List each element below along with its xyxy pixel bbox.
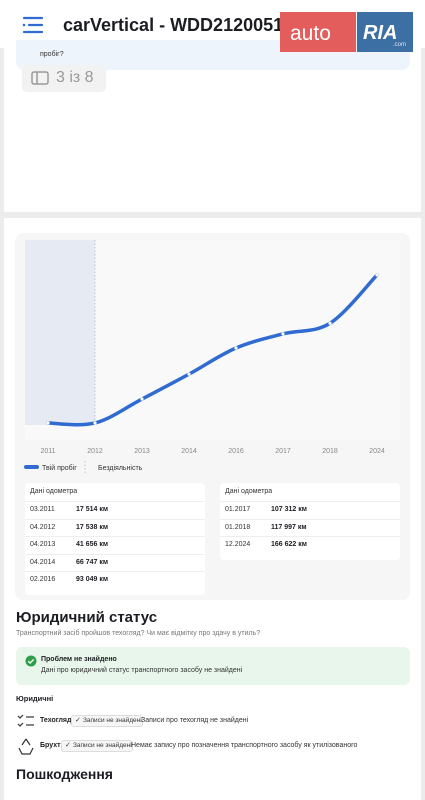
status-icon xyxy=(25,655,37,667)
odometer-value: 107 312 км xyxy=(271,506,307,513)
row-divider xyxy=(220,501,400,502)
menu-icon[interactable] xyxy=(22,16,44,34)
odometer-value: 93 049 км xyxy=(76,576,109,583)
odometer-date: 04.2012 xyxy=(30,523,56,531)
scrap-icon xyxy=(18,738,34,755)
row-divider xyxy=(25,571,205,572)
data-point xyxy=(375,273,379,277)
odometer-date: 02.2016 xyxy=(30,576,56,583)
status-text: Дані про юридичний статус транспортного … xyxy=(41,667,243,674)
inspection-icon xyxy=(17,714,34,727)
x-tick-label: 2012 xyxy=(87,448,103,455)
data-point xyxy=(187,372,191,376)
item-text: Немає запису про позначення транспортног… xyxy=(131,742,358,749)
mileage-chart: 2011 2012 2013 2014 2016 2017 2018 2024 Твій про… xyxy=(24,240,400,474)
logo-auto[interactable]: auto xyxy=(280,12,356,52)
damage-title: Пошкодження xyxy=(16,766,113,782)
odometer-value: 66 747 км xyxy=(76,558,109,566)
row-divider xyxy=(220,536,400,537)
odometer-value: 166 622 км xyxy=(271,541,307,548)
counter-icon xyxy=(31,71,49,85)
odometer-title: Дані одометра xyxy=(225,488,273,495)
x-tick-label: 2011 xyxy=(40,448,55,455)
row-divider xyxy=(25,536,205,537)
x-tick-label: 2014 xyxy=(181,448,197,455)
odometer-value: 41 656 км xyxy=(76,541,109,548)
item-badge: Записи не знайдені xyxy=(61,740,133,752)
legal-title: Юридичний статус xyxy=(16,609,158,626)
row-divider xyxy=(25,501,205,502)
legend-label: Твій пробіг xyxy=(42,464,77,472)
notice-text: пробіг? xyxy=(40,51,64,58)
inactivity-area xyxy=(25,240,95,425)
item-badge: Записи не знайдені xyxy=(71,715,143,727)
x-tick-label: 2016 xyxy=(228,448,244,455)
legend-label: Бездіяльність xyxy=(98,464,143,472)
row-divider xyxy=(25,553,205,555)
odometer-value: 17 538 км xyxy=(76,523,109,531)
x-tick-label: 2013 xyxy=(134,448,150,455)
row-divider xyxy=(25,518,205,520)
page-title: carVertical - WDD2120051A… xyxy=(63,15,315,35)
odometer-date: 01.2017 xyxy=(225,506,251,513)
legal-subtitle: Транспортний засіб пройшов техогляд? Чи … xyxy=(16,630,261,637)
odometer-value: 17 514 км xyxy=(76,506,109,513)
odometer-value: 117 997 км xyxy=(271,523,307,531)
logo-suffix: .com xyxy=(393,42,407,48)
x-tick-label: 2017 xyxy=(275,448,291,455)
data-point xyxy=(281,332,285,336)
data-point xyxy=(46,421,50,425)
data-point xyxy=(328,321,332,325)
x-tick-label: 2018 xyxy=(322,448,338,455)
data-point xyxy=(140,397,144,401)
item-name: Техогляд xyxy=(40,717,72,724)
odometer-date: 03.2011 xyxy=(30,506,55,513)
odometer-date: 01.2018 xyxy=(225,523,251,531)
row-divider xyxy=(220,518,400,520)
odometer-date: 04.2013 xyxy=(30,541,56,548)
odometer-date: 04.2014 xyxy=(30,558,56,566)
item-name: Брухт xyxy=(40,742,61,749)
logo-ria[interactable]: RIA xyxy=(357,12,413,52)
status-box xyxy=(16,647,410,685)
data-point xyxy=(93,421,97,425)
legal-group: Юридичні xyxy=(16,694,54,703)
counter-chip[interactable] xyxy=(22,65,106,92)
item-text: Записи про техогляд не знайдені xyxy=(141,717,249,724)
data-point xyxy=(234,346,238,350)
odometer-date: 12.2024 xyxy=(225,541,251,548)
counter: 3 із 8 xyxy=(56,69,94,86)
odometer-card xyxy=(220,483,400,560)
odometer-title: Дані одометра xyxy=(30,488,78,495)
x-tick-label: 2024 xyxy=(369,448,385,455)
status-title: Проблем не знайдено xyxy=(41,656,117,663)
